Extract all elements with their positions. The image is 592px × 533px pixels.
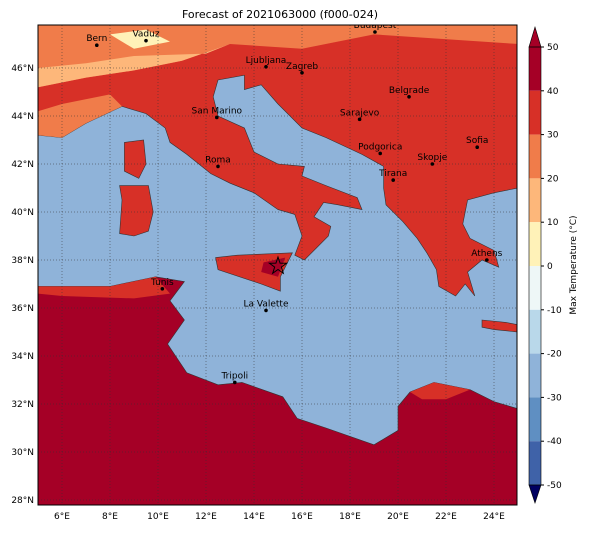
colorbar-band: [529, 134, 541, 179]
lon-label: 12°E: [195, 512, 217, 522]
lon-label: 14°E: [243, 512, 265, 522]
city-dot: [144, 38, 148, 43]
colorbar-band: [529, 353, 541, 398]
colorbar-band: [529, 47, 541, 91]
africa-coast: [38, 276, 170, 299]
city-label: Sarajevo: [340, 108, 380, 118]
city-dot: [373, 30, 377, 34]
colorbar-band: [529, 309, 541, 354]
colorbar-tick-label: 10: [547, 218, 559, 228]
lon-label: 10°E: [147, 512, 169, 522]
city-dot: [233, 380, 237, 385]
cool-zone: [110, 29, 170, 49]
city-dot: [264, 65, 268, 69]
city-label: Belgrade: [389, 86, 430, 96]
colorbar-tick-label: -20: [547, 350, 562, 360]
city-dot: [264, 308, 268, 313]
city-label: Tripoli: [220, 371, 248, 381]
lat-label: 44°N: [11, 112, 34, 122]
city-label: Roma: [205, 155, 231, 165]
hot-zone: [261, 257, 286, 277]
city-dot: [475, 145, 480, 149]
city-label: Vaduz: [132, 30, 159, 40]
crete: [481, 319, 517, 333]
colorbar-extend-top: [528, 25, 542, 48]
city-dot: [378, 151, 383, 156]
sardinia: [119, 185, 154, 237]
mild-zone: [38, 44, 230, 88]
lat-label: 42°N: [11, 160, 34, 170]
city-dot: [407, 95, 411, 99]
city-dot: [215, 115, 219, 120]
lat-label: 28°N: [11, 496, 34, 506]
land: [38, 25, 517, 297]
colorbar-tick-label: 20: [547, 174, 559, 184]
colorbar-frame: [528, 46, 542, 486]
city-label: Budapest: [354, 21, 397, 31]
colorbar-tick-label: 50: [547, 43, 559, 53]
city-label: Tunis: [150, 278, 174, 288]
star-marker: [267, 255, 289, 275]
lon-label: 22°E: [435, 512, 457, 522]
lon-label: 20°E: [387, 512, 409, 522]
city-dot: [160, 287, 165, 291]
colorbar-band: [529, 441, 541, 485]
city-dot: [300, 71, 304, 75]
colorbar-tick-label: -40: [547, 437, 562, 447]
city-dot: [95, 43, 99, 47]
city-dot: [430, 162, 435, 166]
lon-label: 8°E: [102, 512, 118, 522]
title: Forecast of 2021063000 (f000-024): [182, 8, 378, 21]
colorbar-band: [529, 90, 541, 135]
city-label: Zagreb: [286, 62, 318, 72]
lat-label: 38°N: [11, 256, 34, 266]
city-dot: [216, 164, 220, 169]
colorbar-band: [529, 397, 541, 442]
colorbar-band: [529, 178, 541, 223]
africa-coast: [410, 382, 470, 400]
city-label: La Valette: [244, 299, 289, 309]
colorbar-tick-label: 30: [547, 131, 559, 141]
lat-label: 46°N: [11, 64, 34, 74]
lon-label: 18°E: [339, 512, 361, 522]
colorbar-tick-label: -10: [547, 306, 562, 316]
colorbar-label: Max Temperature (°C): [569, 215, 579, 314]
lat-label: 34°N: [11, 352, 34, 362]
colorbar-extend-bottom: [528, 484, 542, 504]
colorbar-band: [529, 222, 541, 266]
lon-label: 6°E: [54, 512, 70, 522]
lat-label: 32°N: [11, 400, 34, 410]
lat-label: 36°N: [11, 304, 34, 314]
colorbar-tick-label: 0: [547, 262, 553, 272]
city-dot: [391, 178, 396, 182]
lat-label: 30°N: [11, 448, 34, 458]
city-label: San Marino: [192, 106, 243, 116]
lon-label: 24°E: [483, 512, 505, 522]
city-dot: [485, 258, 489, 262]
colorbar-tick-label: -50: [547, 481, 562, 491]
city-label: Sofia: [466, 136, 488, 146]
city-label: Podgorica: [358, 142, 402, 152]
city-label: Athens: [471, 249, 502, 259]
city-label: Bern: [86, 34, 107, 44]
colorbar-tick-label: -30: [547, 393, 562, 403]
city-dot: [357, 117, 362, 122]
corsica: [124, 139, 147, 179]
colorbar: 50 40 30 20 10 0 -10 -20 -30 -40 -50: [528, 25, 562, 504]
city-label: Skopje: [417, 153, 447, 163]
city-label: Tirana: [378, 169, 407, 179]
colorbar-tick-label: 40: [547, 87, 559, 97]
colorbar-band: [529, 266, 541, 310]
city-label: Ljubljana: [246, 56, 287, 66]
africa: [38, 276, 517, 505]
lon-label: 16°E: [291, 512, 313, 522]
lat-label: 40°N: [11, 208, 34, 218]
